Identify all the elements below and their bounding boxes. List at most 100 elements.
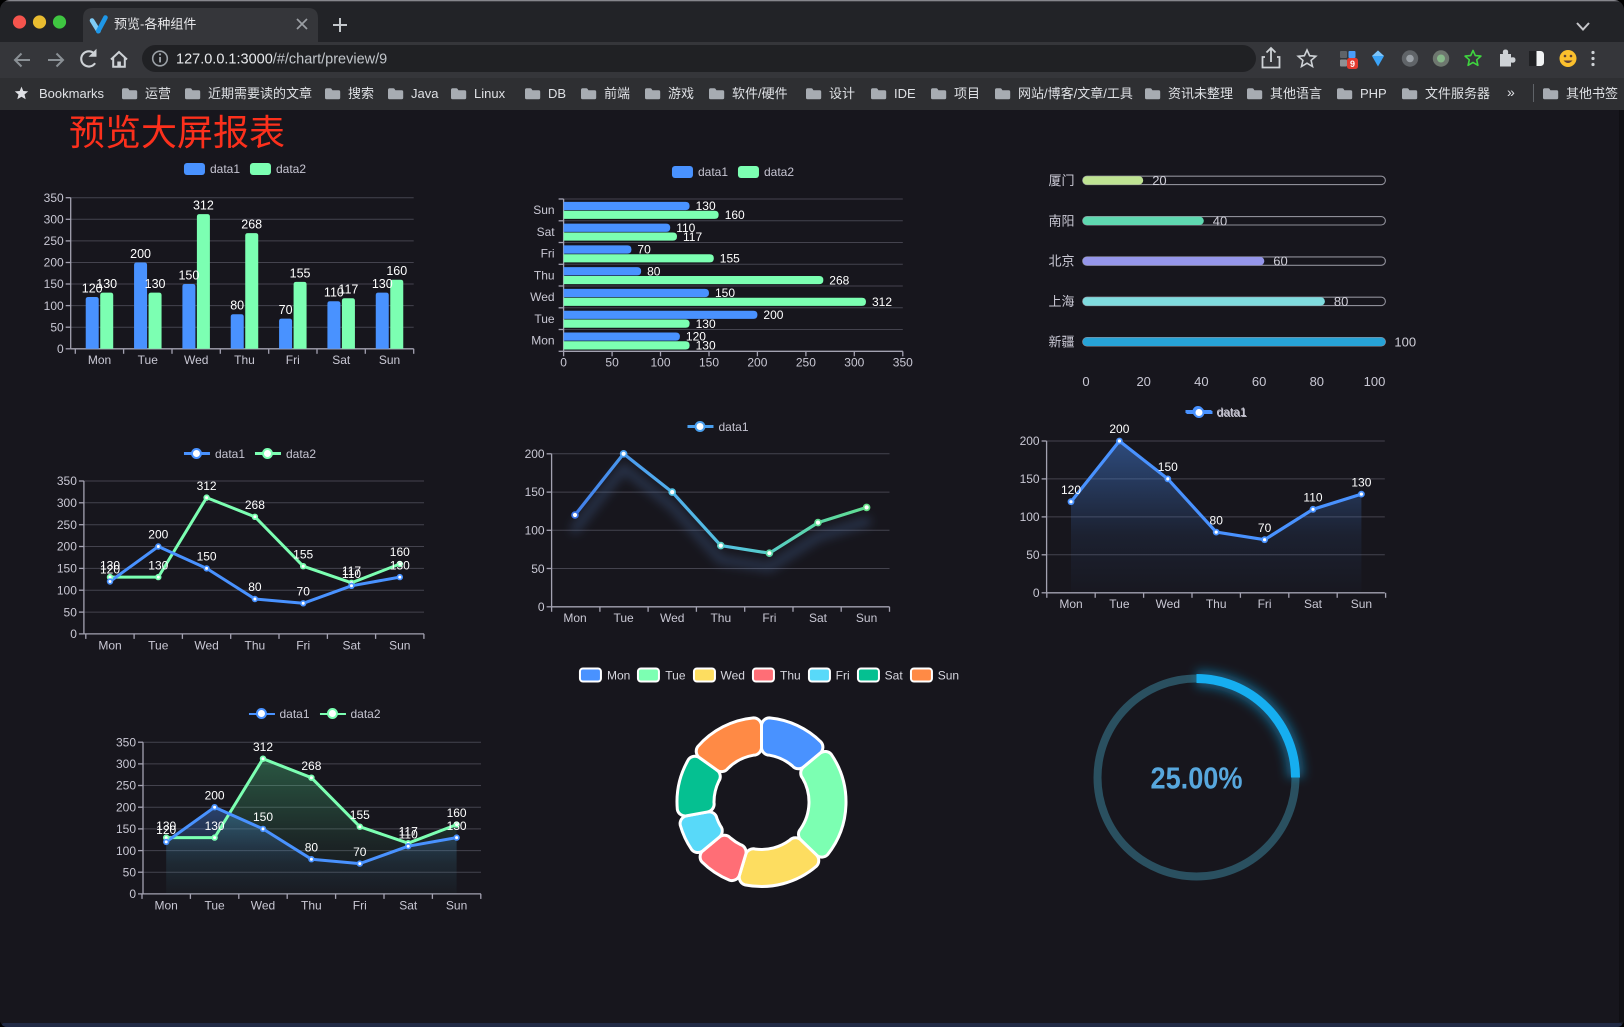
svg-text:70: 70 [1258,521,1272,535]
svg-text:80: 80 [305,840,319,854]
svg-text:130: 130 [696,339,716,353]
svg-text:300: 300 [44,213,64,227]
svg-text:200: 200 [116,800,136,814]
svg-text:350: 350 [57,474,77,488]
svg-text:100: 100 [1020,510,1040,524]
svg-text:0: 0 [1033,586,1040,600]
svg-text:新疆: 新疆 [1048,334,1074,349]
svg-text:80: 80 [1310,374,1324,389]
svg-text:80: 80 [230,299,244,313]
svg-text:25.00%: 25.00% [1151,760,1243,795]
svg-text:200: 200 [57,540,77,554]
svg-text:0: 0 [129,887,136,901]
svg-text:Tue: Tue [613,611,634,625]
svg-text:50: 50 [123,865,137,879]
svg-text:60: 60 [1252,374,1266,389]
svg-text:120: 120 [156,823,176,837]
svg-text:20: 20 [1136,374,1150,389]
svg-text:北京: 北京 [1048,254,1074,269]
svg-text:150: 150 [253,810,273,824]
svg-text:Sun: Sun [856,611,877,625]
svg-text:312: 312 [197,479,217,493]
svg-text:80: 80 [1210,513,1224,527]
svg-text:Thu: Thu [710,611,731,625]
svg-text:160: 160 [386,264,407,278]
svg-text:268: 268 [829,273,849,287]
svg-text:110: 110 [324,286,344,300]
svg-text:150: 150 [57,562,77,576]
svg-text:Sun: Sun [446,898,467,912]
svg-text:130: 130 [696,317,716,331]
svg-text:20: 20 [1152,173,1166,188]
svg-text:200: 200 [205,788,225,802]
svg-text:厦门: 厦门 [1048,173,1074,188]
svg-text:130: 130 [372,277,393,291]
svg-text:70: 70 [279,303,293,317]
svg-text:200: 200 [44,256,64,270]
svg-text:Sat: Sat [1304,597,1323,611]
svg-text:0: 0 [1082,374,1089,389]
svg-text:Wed: Wed [194,638,218,652]
svg-text:150: 150 [44,277,64,291]
svg-text:350: 350 [893,356,913,370]
svg-text:350: 350 [116,735,136,749]
svg-text:Thu: Thu [301,898,322,912]
svg-text:200: 200 [130,247,151,261]
svg-text:Sun: Sun [379,353,400,367]
svg-text:130: 130 [390,558,410,572]
svg-text:50: 50 [50,320,64,334]
svg-text:Mon: Mon [1059,597,1082,611]
svg-text:预览-各种组件: 预览-各种组件 [114,17,196,32]
svg-text:Mon: Mon [563,611,586,625]
svg-text:Wed: Wed [1156,597,1180,611]
svg-text:155: 155 [293,547,313,561]
svg-text:300: 300 [116,757,136,771]
svg-text:Tue: Tue [138,353,159,367]
svg-text:130: 130 [96,277,117,291]
svg-text:Thu: Thu [1206,597,1227,611]
svg-text:50: 50 [531,562,545,576]
svg-text:0: 0 [70,627,77,641]
svg-text:100: 100 [116,844,136,858]
svg-text:100: 100 [57,583,77,597]
svg-text:150: 150 [178,268,199,282]
svg-text:80: 80 [1334,294,1348,309]
svg-text:120: 120 [1061,483,1081,497]
svg-text:100: 100 [44,299,64,313]
svg-text:Wed: Wed [184,353,208,367]
svg-text:70: 70 [353,845,367,859]
svg-text:40: 40 [1213,213,1227,228]
svg-text:Sat: Sat [332,353,351,367]
svg-text:Wed: Wed [251,898,275,912]
svg-text:200: 200 [525,447,545,461]
svg-text:200: 200 [747,356,767,370]
svg-text:Thu: Thu [534,268,555,282]
svg-text:150: 150 [1158,460,1178,474]
svg-text:Wed: Wed [530,290,554,304]
svg-text:Fri: Fri [1258,597,1272,611]
svg-text:Sat: Sat [537,225,556,239]
svg-text:117: 117 [338,283,358,297]
svg-text:110: 110 [676,221,695,235]
svg-text:50: 50 [64,605,78,619]
svg-text:312: 312 [253,740,273,754]
svg-text:50: 50 [1026,548,1040,562]
svg-text:300: 300 [57,496,77,510]
svg-text:Fri: Fri [296,638,310,652]
svg-text:0: 0 [538,600,545,614]
svg-text:Mon: Mon [155,898,178,912]
svg-text:160: 160 [725,208,745,222]
svg-text:130: 130 [148,558,168,572]
svg-text:268: 268 [245,498,265,512]
svg-text:南阳: 南阳 [1048,213,1074,228]
svg-text:Mon: Mon [98,638,121,652]
svg-text:80: 80 [248,580,262,594]
svg-text:Tue: Tue [1109,597,1130,611]
svg-text:100: 100 [650,356,670,370]
svg-text:50: 50 [605,356,619,370]
svg-text:130: 130 [205,819,225,833]
svg-text:Fri: Fri [286,353,300,367]
svg-text:150: 150 [715,286,735,300]
svg-text:120: 120 [686,330,706,344]
svg-text:100: 100 [525,524,545,538]
